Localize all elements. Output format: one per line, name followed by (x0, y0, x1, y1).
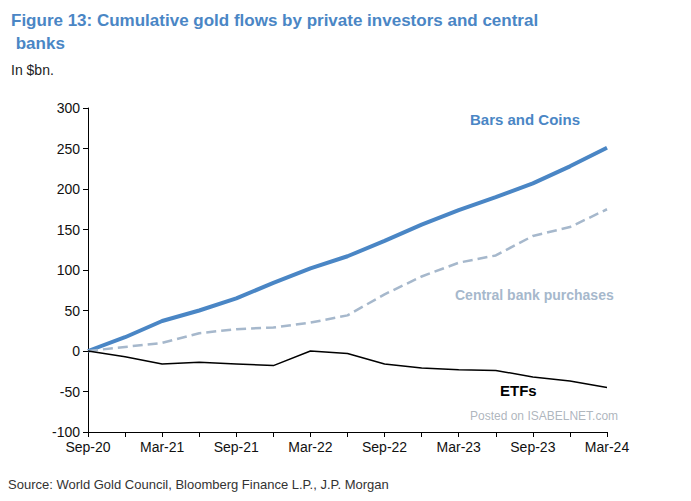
svg-text:banks: banks (11, 34, 65, 53)
svg-text:150: 150 (57, 222, 81, 238)
svg-text:-100: -100 (52, 424, 80, 440)
svg-text:Sep-23: Sep-23 (510, 439, 555, 455)
svg-text:In $bn.: In $bn. (11, 62, 54, 78)
svg-text:200: 200 (57, 181, 81, 197)
svg-text:Posted on ISABELNET.com: Posted on ISABELNET.com (470, 409, 618, 423)
svg-text:Sep-22: Sep-22 (362, 439, 407, 455)
svg-text:Mar-21: Mar-21 (140, 439, 185, 455)
svg-text:Mar-24: Mar-24 (585, 439, 630, 455)
svg-text:Mar-23: Mar-23 (437, 439, 482, 455)
svg-text:Source: World Gold Council, Bl: Source: World Gold Council, Bloomberg Fi… (8, 477, 389, 492)
svg-text:100: 100 (57, 262, 81, 278)
svg-text:50: 50 (64, 303, 80, 319)
svg-text:Mar-22: Mar-22 (288, 439, 333, 455)
svg-text:0: 0 (72, 343, 80, 359)
svg-text:Bars and Coins: Bars and Coins (470, 111, 580, 128)
svg-text:Figure 13: Cumulative gold flo: Figure 13: Cumulative gold flows by priv… (11, 11, 538, 30)
svg-text:300: 300 (57, 100, 81, 116)
svg-text:250: 250 (57, 141, 81, 157)
svg-text:Sep-21: Sep-21 (214, 439, 259, 455)
svg-text:Sep-20: Sep-20 (65, 439, 110, 455)
svg-text:-50: -50 (60, 384, 80, 400)
svg-text:Central bank purchases: Central bank purchases (455, 287, 614, 303)
svg-text:ETFs: ETFs (500, 382, 537, 399)
